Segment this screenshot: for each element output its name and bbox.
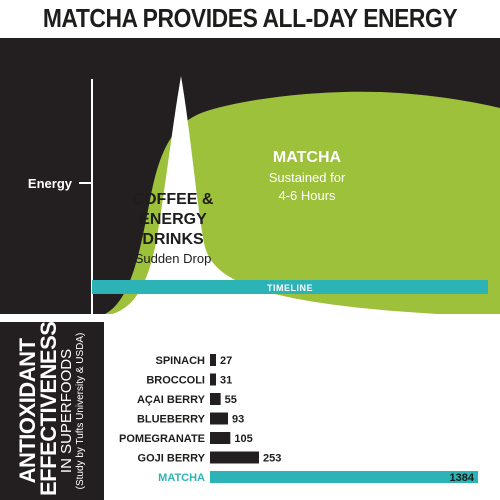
- matcha-series-label: MATCHA: [273, 149, 342, 166]
- bar-value-broccoli: 31: [220, 375, 232, 387]
- bar-label-blueberry: BLUEBERRY: [137, 414, 206, 426]
- antioxidant-bar-chart: SPINACH 27 BROCCOLI 31 AÇAI BERRY 55 BLUEBERRY…: [119, 354, 478, 484]
- bar-label-goji-berry: GOJI BERRY: [138, 453, 206, 465]
- coffee-series-label-line-1: COFFEE &: [133, 191, 214, 208]
- bar-label-pomegranate: POMEGRANATE: [119, 433, 205, 445]
- bar-a-ai-berry: [210, 393, 221, 405]
- bar-matcha: [210, 471, 478, 483]
- energy-chart: TIMELINE Energy COFFEE & ENERGY DRINKS S…: [28, 76, 500, 314]
- bar-value-goji-berry: 253: [263, 453, 281, 465]
- coffee-series-label-line-2: ENERGY: [139, 211, 207, 228]
- coffee-series-sublabel: Sudden Drop: [135, 251, 212, 266]
- timeline-axis-bar: [92, 280, 488, 294]
- bar-value-pomegranate: 105: [234, 433, 252, 445]
- bar-value-blueberry: 93: [232, 414, 244, 426]
- coffee-energy-area: [112, 76, 438, 314]
- bar-label-a-ai-berry: AÇAI BERRY: [137, 394, 206, 406]
- coffee-series-label-line-3: DRINKS: [142, 231, 204, 248]
- bar-label-broccoli: BROCCOLI: [146, 375, 205, 387]
- matcha-series-sublabel-line-1: Sustained for: [269, 170, 346, 185]
- energy-axis-label: Energy: [28, 176, 73, 191]
- bar-goji-berry: [210, 451, 259, 464]
- bar-blueberry: [210, 412, 229, 425]
- chart-title: MATCHA PROVIDES ALL-DAY ENERGY: [42, 3, 458, 33]
- bar-pomegranate: [210, 432, 231, 444]
- bar-spinach: [210, 354, 216, 366]
- bar-value-matcha: 1384: [450, 472, 475, 484]
- bar-broccoli: [210, 373, 217, 386]
- matcha-series-sublabel-line-2: 4-6 Hours: [278, 188, 336, 203]
- antioxidant-title-panel: ANTIOXIDANT EFFECTIVENESS IN SUPERFOODS …: [0, 322, 104, 500]
- timeline-label: TIMELINE: [267, 283, 313, 293]
- bar-label-matcha: MATCHA: [158, 472, 205, 484]
- bar-value-spinach: 27: [220, 355, 232, 367]
- bar-value-a-ai-berry: 55: [225, 394, 237, 406]
- bar-label-spinach: SPINACH: [155, 355, 205, 367]
- energy-chart-panel: TIMELINE Energy COFFEE & ENERGY DRINKS S…: [0, 38, 500, 314]
